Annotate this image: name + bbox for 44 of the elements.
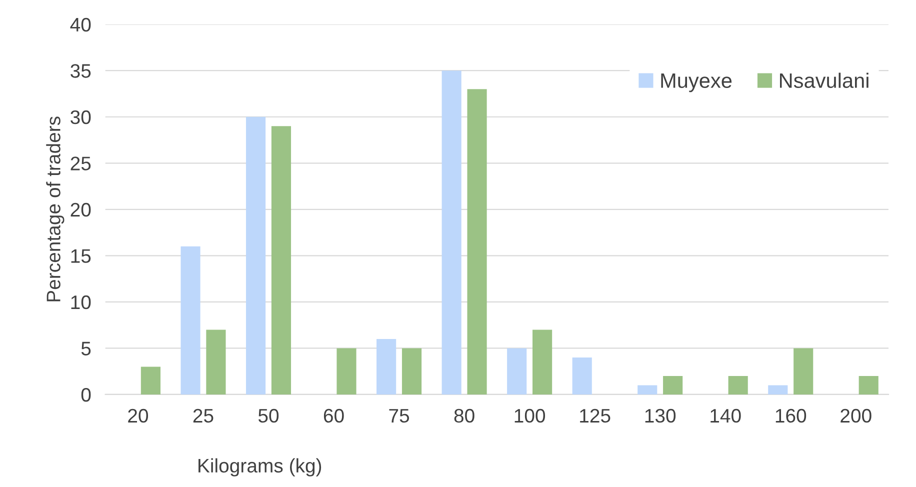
bar [663, 376, 683, 394]
bar [402, 348, 422, 394]
legend-label: Muyexe [661, 73, 732, 92]
bar [728, 376, 748, 394]
x-tick-label: 80 [454, 408, 474, 423]
x-tick-label: 160 [776, 408, 806, 423]
y-axis-title: Percentage of traders [46, 116, 64, 302]
x-axis-title: Kilograms (kg) [198, 458, 322, 476]
y-tick-label: 10 [71, 295, 91, 310]
bar [768, 385, 788, 394]
legend-label: Nsavulani [780, 72, 868, 88]
bar [638, 385, 658, 394]
y-tick-label: 20 [70, 202, 91, 217]
bar [532, 330, 552, 394]
x-tick-label: 25 [193, 408, 214, 423]
x-tick-label: 100 [514, 408, 546, 423]
bar [794, 348, 814, 394]
bar [858, 376, 878, 394]
bar [336, 348, 356, 394]
bar [572, 357, 592, 394]
x-tick-label: 75 [389, 409, 410, 423]
bar [442, 70, 462, 394]
bar [467, 89, 487, 394]
x-tick-label: 200 [840, 408, 872, 423]
bar [140, 366, 160, 394]
bar [271, 126, 292, 394]
x-tick-label: 125 [580, 408, 610, 423]
y-tick-label: 15 [71, 249, 91, 263]
y-tick-label: 5 [81, 342, 91, 356]
y-tick-label: 0 [81, 388, 91, 402]
x-tick-label: 60 [324, 408, 344, 423]
x-tick-label: 20 [128, 408, 148, 423]
y-tick-label: 35 [70, 64, 91, 78]
bar [507, 348, 527, 394]
bar [206, 330, 226, 394]
bar [376, 338, 396, 394]
x-tick-label: 130 [645, 408, 676, 423]
y-tick-label: 40 [70, 18, 91, 32]
y-tick-label: 25 [70, 156, 91, 170]
x-tick-label: 140 [710, 408, 741, 423]
bar [246, 116, 266, 394]
x-tick-label: 50 [258, 408, 279, 423]
bar [180, 246, 200, 394]
y-tick-label: 30 [70, 110, 91, 124]
